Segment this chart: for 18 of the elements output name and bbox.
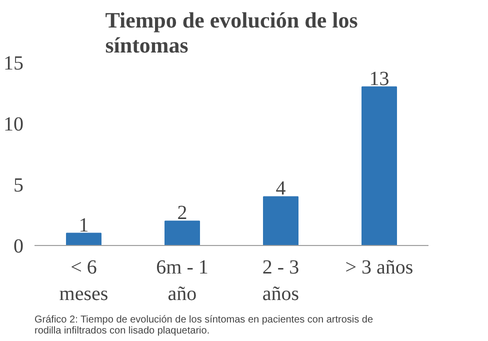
data-label: 2 [177, 202, 188, 224]
x-tick-label: 6m - 1 año [156, 256, 208, 305]
data-label: 4 [276, 178, 286, 200]
y-tick-label: 5 [14, 174, 24, 196]
y-tick-label: 0 [14, 236, 24, 258]
x-tick-label: 2 - 3 años [262, 256, 300, 305]
data-label: 13 [369, 68, 390, 90]
y-tick-label: 15 [4, 52, 24, 74]
x-tick-label: < 6 meses [59, 256, 108, 305]
bar [66, 232, 102, 246]
bar [362, 86, 397, 246]
chart-title: Tiempo de evolución de los síntomas [105, 8, 358, 58]
bar [263, 196, 298, 246]
text: Gráfico 2: Tiempo de evolución de los síntomas en pacientes con artrosis de rodilla infiltrados con lisado plaquetario. [34, 314, 374, 336]
data-label: 1 [78, 214, 89, 236]
bar [164, 220, 200, 246]
x-tick-label: > 3 años [345, 256, 414, 278]
y-tick-label: 10 [4, 114, 24, 136]
